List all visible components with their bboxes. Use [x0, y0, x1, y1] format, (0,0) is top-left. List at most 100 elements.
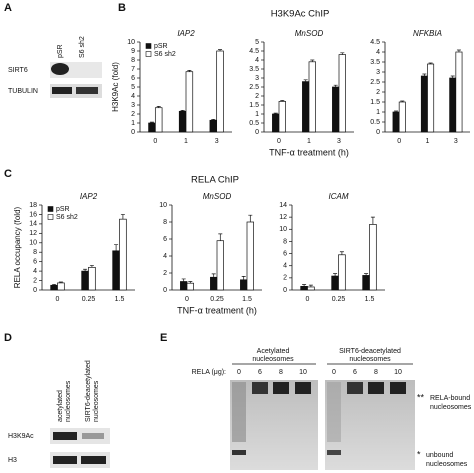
error-bar — [394, 110, 399, 112]
lane-label: 6 — [258, 369, 262, 376]
x-tick-label: 0 — [56, 296, 60, 303]
y-tick-label: 1.5 — [370, 99, 380, 106]
row-label: H3K9Ac — [8, 433, 34, 440]
bar — [240, 279, 248, 291]
y-tick-label: 4 — [33, 268, 37, 275]
lane-label: 8 — [279, 369, 283, 376]
x-tick-label: 3 — [454, 138, 458, 145]
row-label: TUBULIN — [8, 88, 38, 95]
error-bar — [303, 79, 308, 82]
chart-title: ICAM — [329, 192, 349, 201]
legend-swatch — [145, 43, 152, 49]
chart-title: IAP2 — [80, 192, 98, 201]
y-tick-label: 3 — [131, 102, 135, 109]
y-tick-label: 2 — [376, 89, 380, 96]
chart-title: MnSOD — [203, 192, 232, 201]
blot-band — [76, 87, 98, 94]
y-tick-label: 6 — [163, 236, 167, 243]
bar — [392, 111, 400, 133]
bar — [246, 221, 254, 291]
bar — [420, 75, 428, 133]
error-bar — [333, 84, 338, 87]
y-tick-label: 10 — [279, 226, 287, 233]
bar — [216, 50, 224, 133]
group-label: SIRT6-deacetylated — [339, 348, 401, 355]
legend-swatch — [145, 51, 152, 57]
y-tick-label: 2 — [283, 275, 287, 282]
x-tick-label: 0 — [306, 296, 310, 303]
y-tick-label: 8 — [33, 249, 37, 256]
x-tick-label: 1.5 — [365, 296, 375, 303]
x-tick-label: 0.25 — [82, 296, 96, 303]
annotation: nucleosomes — [426, 461, 468, 468]
error-bar — [83, 268, 88, 272]
bar — [455, 51, 463, 133]
y-tick-label: 18 — [29, 202, 37, 209]
error-bar — [370, 216, 375, 225]
x-tick-label: 1 — [184, 138, 188, 145]
error-bar — [340, 52, 345, 55]
gel-band — [252, 382, 268, 394]
lane-label: acetylated — [57, 390, 64, 422]
bar — [178, 110, 187, 133]
y-tick-label: 4 — [376, 49, 380, 56]
y-tick-label: 4 — [131, 93, 135, 100]
x-tick-label: 1.5 — [115, 296, 125, 303]
y-tick-label: 7 — [131, 66, 135, 73]
error-bar — [156, 106, 161, 108]
gel-band — [232, 450, 246, 455]
panel-label: D — [4, 332, 12, 344]
y-tick-label: 4 — [283, 263, 287, 270]
blot-band — [81, 456, 106, 464]
bar — [119, 218, 127, 291]
x-tick-label: 1.5 — [242, 296, 252, 303]
legend-label: pSR — [56, 206, 70, 213]
y-tick-label: 0 — [255, 129, 259, 136]
y-tick-label: 14 — [29, 221, 37, 228]
gel-smear — [232, 382, 246, 442]
bar — [427, 63, 435, 133]
bar — [449, 77, 457, 133]
lane-label: nucleosomes — [65, 380, 72, 422]
error-bar — [428, 62, 433, 64]
error-bar — [333, 273, 338, 277]
lane-label: 10 — [394, 369, 402, 376]
lane-label: 0 — [237, 369, 241, 376]
x-axis-label: TNF-α treatment (h) — [269, 147, 349, 157]
bar — [278, 101, 286, 133]
y-tick-label: 5 — [131, 84, 135, 91]
y-tick-label: 2 — [33, 277, 37, 284]
bar — [50, 284, 58, 291]
bar — [154, 107, 163, 133]
bar — [210, 276, 218, 291]
y-tick-label: 4 — [255, 57, 259, 64]
y-tick-label: 14 — [279, 202, 287, 209]
error-bar — [218, 49, 223, 51]
error-bar — [310, 59, 315, 62]
annotation: RELA-bound — [430, 395, 470, 402]
panel-label: A — [4, 2, 12, 14]
error-bar — [302, 284, 307, 287]
error-bar — [241, 276, 246, 280]
error-bar — [211, 119, 216, 121]
x-tick-label: 0.25 — [210, 296, 224, 303]
y-tick-label: 8 — [131, 57, 135, 64]
y-tick-label: 2 — [255, 93, 259, 100]
y-tick-label: 0.5 — [249, 120, 259, 127]
y-tick-label: 8 — [163, 219, 167, 226]
lane-label: SIRT6-deacetylated — [85, 360, 92, 422]
blot-band — [52, 87, 72, 94]
y-tick-label: 2 — [131, 111, 135, 118]
error-bar — [114, 244, 119, 251]
bar — [338, 254, 346, 291]
row-label: H3 — [8, 457, 17, 464]
y-tick-label: 10 — [29, 240, 37, 247]
y-tick-label: 1 — [131, 120, 135, 127]
blot-band — [53, 456, 77, 464]
bar — [216, 240, 224, 291]
blot-band — [82, 433, 104, 439]
error-bar — [180, 110, 185, 112]
legend-label: pSR — [154, 43, 168, 50]
y-tick-label: 0 — [131, 129, 135, 136]
error-bar — [273, 112, 278, 114]
